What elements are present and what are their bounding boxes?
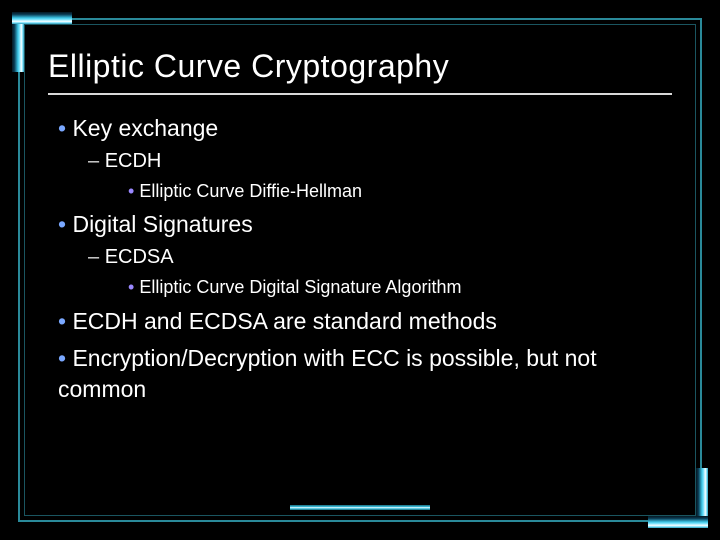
- list-item-text: Digital Signatures: [72, 211, 252, 237]
- list-item: Digital Signatures: [58, 209, 672, 240]
- slide-title: Elliptic Curve Cryptography: [48, 48, 672, 95]
- list-item: Encryption/Decryption with ECC is possib…: [58, 343, 672, 405]
- list-item-text: ECDSA: [105, 246, 174, 268]
- list-item-text: Encryption/Decryption with ECC is possib…: [58, 345, 597, 402]
- list-item: Elliptic Curve Digital Signature Algorit…: [128, 275, 672, 299]
- slide-content: Elliptic Curve Cryptography Key exchange…: [48, 48, 672, 492]
- footer-accent-bar: [290, 505, 430, 510]
- list-item-text: Key exchange: [72, 115, 218, 141]
- slide-frame: Elliptic Curve Cryptography Key exchange…: [18, 18, 702, 522]
- list-item: ECDH and ECDSA are standard methods: [58, 306, 672, 337]
- list-item-text: Elliptic Curve Digital Signature Algorit…: [139, 277, 461, 297]
- list-item: Elliptic Curve Diffie-Hellman: [128, 179, 672, 203]
- corner-accent-top-left-h: [12, 12, 72, 24]
- list-item-text: ECDH and ECDSA are standard methods: [72, 308, 496, 334]
- list-item: ECDH: [88, 148, 672, 175]
- list-item-text: Elliptic Curve Diffie-Hellman: [139, 181, 362, 201]
- list-item-text: ECDH: [105, 150, 162, 172]
- list-item: ECDSA: [88, 244, 672, 271]
- corner-accent-bottom-right-h: [648, 516, 708, 528]
- list-item: Key exchange: [58, 113, 672, 144]
